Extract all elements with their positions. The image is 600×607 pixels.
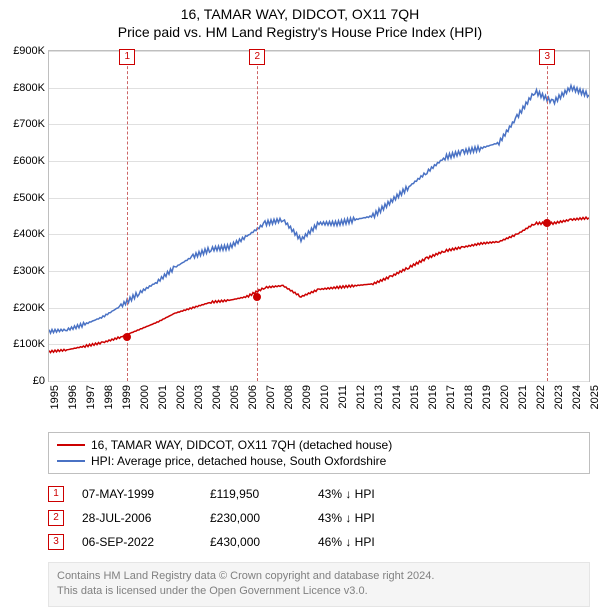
legend-item: 16, TAMAR WAY, DIDCOT, OX11 7QH (detache… bbox=[57, 437, 581, 453]
x-axis-label: 2000 bbox=[139, 385, 151, 409]
x-axis-label: 2007 bbox=[265, 385, 277, 409]
series-line bbox=[49, 51, 589, 381]
reference-marker: 1 bbox=[119, 49, 135, 65]
legend: 16, TAMAR WAY, DIDCOT, OX11 7QH (detache… bbox=[48, 432, 590, 474]
x-axis-label: 2005 bbox=[229, 385, 241, 409]
y-axis-label: £500K bbox=[13, 192, 45, 204]
sale-row: 1 07-MAY-1999 £119,950 43% ↓ HPI bbox=[48, 482, 590, 506]
y-axis-label: £300K bbox=[13, 265, 45, 277]
legend-label: HPI: Average price, detached house, Sout… bbox=[91, 454, 386, 468]
x-axis-label: 2013 bbox=[373, 385, 385, 409]
x-axis-label: 2008 bbox=[283, 385, 295, 409]
x-axis-label: 2004 bbox=[211, 385, 223, 409]
sale-index-box: 3 bbox=[48, 534, 64, 550]
sale-delta: 43% ↓ HPI bbox=[318, 511, 408, 525]
sale-index-box: 2 bbox=[48, 510, 64, 526]
footer-attribution: Contains HM Land Registry data © Crown c… bbox=[48, 562, 590, 607]
reference-line bbox=[547, 51, 548, 381]
reference-line bbox=[127, 51, 128, 381]
x-axis-label: 2022 bbox=[535, 385, 547, 409]
legend-swatch bbox=[57, 444, 85, 446]
sale-price: £430,000 bbox=[210, 535, 300, 549]
legend-swatch bbox=[57, 460, 85, 462]
chart-container: 16, TAMAR WAY, DIDCOT, OX11 7QH Price pa… bbox=[0, 0, 600, 607]
footer-line-1: Contains HM Land Registry data © Crown c… bbox=[57, 569, 581, 584]
x-axis-label: 1999 bbox=[121, 385, 133, 409]
y-axis-label: £200K bbox=[13, 302, 45, 314]
footer-line-2: This data is licensed under the Open Gov… bbox=[57, 584, 581, 599]
x-axis-label: 2010 bbox=[319, 385, 331, 409]
sale-price: £119,950 bbox=[210, 487, 300, 501]
y-axis-label: £0 bbox=[33, 375, 45, 387]
x-axis-label: 2023 bbox=[553, 385, 565, 409]
reference-marker: 2 bbox=[249, 49, 265, 65]
x-axis-label: 1996 bbox=[67, 385, 79, 409]
y-axis-label: £100K bbox=[13, 338, 45, 350]
y-axis-label: £700K bbox=[13, 118, 45, 130]
sale-date: 06-SEP-2022 bbox=[82, 535, 192, 549]
x-axis-label: 2018 bbox=[463, 385, 475, 409]
x-axis-label: 2025 bbox=[589, 385, 600, 409]
x-axis-label: 2003 bbox=[193, 385, 205, 409]
x-axis-label: 2009 bbox=[301, 385, 313, 409]
x-axis-label: 2021 bbox=[517, 385, 529, 409]
chart-subtitle: Price paid vs. HM Land Registry's House … bbox=[0, 24, 600, 40]
sale-row: 3 06-SEP-2022 £430,000 46% ↓ HPI bbox=[48, 530, 590, 554]
x-axis-label: 2015 bbox=[409, 385, 421, 409]
x-axis-label: 2006 bbox=[247, 385, 259, 409]
legend-item: HPI: Average price, detached house, Sout… bbox=[57, 453, 581, 469]
x-axis-label: 2014 bbox=[391, 385, 403, 409]
reference-marker: 3 bbox=[539, 49, 555, 65]
x-axis-label: 2019 bbox=[481, 385, 493, 409]
gridline bbox=[49, 381, 589, 382]
sale-price: £230,000 bbox=[210, 511, 300, 525]
chart-title: 16, TAMAR WAY, DIDCOT, OX11 7QH bbox=[0, 6, 600, 22]
plot-area: £0£100K£200K£300K£400K£500K£600K£700K£80… bbox=[48, 50, 590, 382]
sales-table: 1 07-MAY-1999 £119,950 43% ↓ HPI 2 28-JUL-200… bbox=[48, 482, 590, 554]
x-axis-label: 2020 bbox=[499, 385, 511, 409]
sale-row: 2 28-JUL-2006 £230,000 43% ↓ HPI bbox=[48, 506, 590, 530]
sale-point bbox=[123, 333, 131, 341]
sale-date: 07-MAY-1999 bbox=[82, 487, 192, 501]
reference-line bbox=[257, 51, 258, 381]
x-axis-label: 2001 bbox=[157, 385, 169, 409]
x-axis-label: 2017 bbox=[445, 385, 457, 409]
y-axis-label: £400K bbox=[13, 228, 45, 240]
sale-index-box: 1 bbox=[48, 486, 64, 502]
x-axis-label: 2011 bbox=[337, 385, 349, 409]
legend-label: 16, TAMAR WAY, DIDCOT, OX11 7QH (detache… bbox=[91, 438, 392, 452]
y-axis-label: £600K bbox=[13, 155, 45, 167]
x-axis-label: 2024 bbox=[571, 385, 583, 409]
x-axis-label: 2002 bbox=[175, 385, 187, 409]
x-axis-label: 1995 bbox=[49, 385, 61, 409]
y-axis-label: £900K bbox=[13, 45, 45, 57]
sale-point bbox=[543, 219, 551, 227]
sale-date: 28-JUL-2006 bbox=[82, 511, 192, 525]
chart-titles: 16, TAMAR WAY, DIDCOT, OX11 7QH Price pa… bbox=[0, 0, 600, 40]
sale-delta: 43% ↓ HPI bbox=[318, 487, 408, 501]
sale-point bbox=[253, 293, 261, 301]
x-axis-label: 2016 bbox=[427, 385, 439, 409]
x-axis-label: 2012 bbox=[355, 385, 367, 409]
y-axis-label: £800K bbox=[13, 82, 45, 94]
x-axis-label: 1998 bbox=[103, 385, 115, 409]
x-axis-label: 1997 bbox=[85, 385, 97, 409]
sale-delta: 46% ↓ HPI bbox=[318, 535, 408, 549]
